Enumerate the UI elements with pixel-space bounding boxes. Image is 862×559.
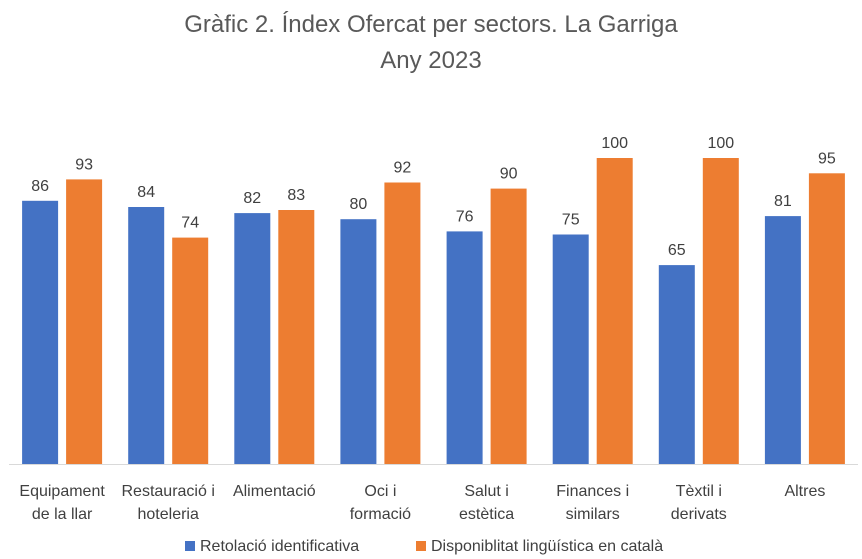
bar-disponibilitat-3 <box>384 182 421 464</box>
category-label-1-line-0: Restauració i <box>122 483 215 500</box>
data-label-retolacio-3: 80 <box>350 196 368 213</box>
data-label-retolacio-6: 65 <box>668 242 686 259</box>
legend-label-series-1: Retolació identificativa <box>200 538 359 555</box>
bar-disponibilitat-5 <box>596 158 633 464</box>
category-label-6-line-1: derivats <box>671 506 727 523</box>
category-label-0-line-0: Equipament <box>19 483 105 500</box>
category-label-6-line-0: Tèxtil i <box>676 483 722 500</box>
data-label-disponibilitat-4: 90 <box>500 166 518 183</box>
data-label-disponibilitat-6: 100 <box>707 135 734 152</box>
category-label-5-line-0: Finances i <box>556 483 629 500</box>
chart-title-line-2: Any 2023 <box>380 47 481 74</box>
data-label-disponibilitat-5: 100 <box>601 135 628 152</box>
category-label-7-line-0: Altres <box>784 483 825 500</box>
category-label-1-line-1: hoteleria <box>138 506 199 523</box>
bar-retolacio-4 <box>446 231 483 464</box>
data-label-retolacio-0: 86 <box>31 178 49 195</box>
category-label-3-line-0: Oci i <box>364 483 396 500</box>
bar-retolacio-5 <box>552 234 589 464</box>
bar-disponibilitat-6 <box>702 158 739 464</box>
category-labels: Equipament de la llar Restauració i hoteler… <box>19 483 825 523</box>
data-label-retolacio-2: 82 <box>243 190 261 207</box>
bar-disponibilitat-7 <box>808 173 845 465</box>
category-label-4-line-1: estètica <box>459 506 514 523</box>
bar-retolacio-6 <box>658 265 695 464</box>
data-label-retolacio-1: 84 <box>137 184 155 201</box>
bar-disponibilitat-0 <box>66 179 103 464</box>
bars-group: 86 93 84 74 82 83 80 92 76 90 75 100 65 100 81 95 <box>22 135 845 465</box>
category-label-2-line-0: Alimentació <box>233 483 316 500</box>
category-label-3-line-1: formació <box>350 506 411 523</box>
category-label-0-line-1: de la llar <box>32 506 93 523</box>
bar-retolacio-3 <box>340 219 377 464</box>
bar-retolacio-1 <box>128 207 165 464</box>
data-label-disponibilitat-7: 95 <box>818 150 836 167</box>
data-label-retolacio-7: 81 <box>774 193 792 210</box>
bar-retolacio-0 <box>22 200 59 465</box>
data-label-disponibilitat-1: 74 <box>181 215 199 232</box>
data-label-retolacio-5: 75 <box>562 212 580 229</box>
bar-disponibilitat-2 <box>278 210 315 464</box>
data-label-disponibilitat-3: 92 <box>394 160 412 177</box>
bar-disponibilitat-4 <box>490 188 527 464</box>
data-label-disponibilitat-0: 93 <box>75 156 93 173</box>
data-label-disponibilitat-2: 83 <box>287 187 305 204</box>
legend: Retolació identificativa Disponiblitat l… <box>185 538 663 555</box>
bar-retolacio-2 <box>234 213 271 464</box>
category-label-4-line-0: Salut i <box>464 483 508 500</box>
data-label-retolacio-4: 76 <box>456 208 474 225</box>
legend-label-series-2: Disponiblitat lingüística en català <box>431 538 663 555</box>
bar-retolacio-7 <box>764 216 801 464</box>
legend-swatch-series-1 <box>185 541 195 551</box>
category-label-5-line-1: similars <box>566 506 620 523</box>
chart-title-line-1: Gràfic 2. Índex Ofercat per sectors. La … <box>184 11 678 38</box>
bar-disponibilitat-1 <box>172 237 209 464</box>
legend-swatch-series-2 <box>416 541 426 551</box>
